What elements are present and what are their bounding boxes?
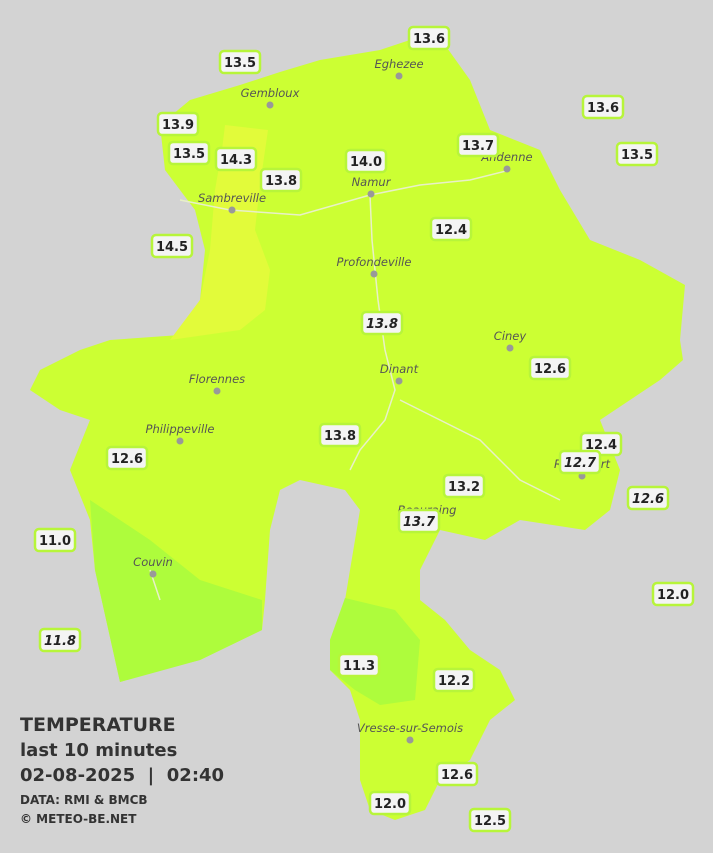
town-dot [213,387,221,395]
town-dot [406,736,414,744]
station-box [214,146,258,172]
station-value: 14.0 [350,155,382,170]
legend-source: DATA: RMI & BMCB [20,793,148,807]
station-box [397,508,441,534]
legend-datetime: 02-08-2025 | 02:40 [20,765,224,786]
station-value: 13.7 [462,139,494,154]
town-dot [228,206,236,214]
station-box [615,141,659,167]
town-label: Dinant [380,362,419,376]
station-value: 13.6 [587,101,619,116]
station-value: 12.0 [657,588,689,603]
station-box [429,216,473,242]
station-box [435,761,479,787]
town-label: Sambreville [198,191,266,205]
station-value: 12.0 [374,797,406,812]
station-box [456,132,500,158]
station-value: 13.8 [366,317,398,332]
town-label: Eghezee [374,57,423,71]
station-value: 13.8 [324,429,356,444]
station-value: 13.6 [413,32,445,47]
legend-title: TEMPERATURE [20,714,176,736]
station-value: 12.6 [534,362,566,377]
cool-zone [330,598,420,705]
station-box [337,652,381,678]
station-value: 12.6 [632,492,664,507]
station-value: 13.2 [448,480,480,495]
station-value: 12.7 [564,456,597,471]
station-value: 12.6 [111,452,143,467]
station-box [581,94,625,120]
station-value: 12.5 [474,814,506,829]
station-box [432,667,476,693]
station-box [360,310,404,336]
legend-subtitle: last 10 minutes [20,740,177,761]
station-box [651,581,695,607]
town-label: Ciney [494,329,527,343]
station-box [156,111,200,137]
town-label: Vresse-sur-Semois [357,721,463,735]
station-box [167,140,211,166]
station-value: 12.4 [585,438,617,453]
station-box [318,422,362,448]
town-label: Namur [352,175,392,189]
station-value: 13.7 [403,515,436,530]
station-box [626,485,670,511]
station-box [218,49,262,75]
station-value: 13.5 [621,148,653,163]
warm-zone [170,125,270,340]
station-value: 12.6 [441,768,473,783]
station-value: 13.9 [162,118,194,133]
town-dot [506,344,514,352]
station-value: 13.5 [224,56,256,71]
legend-credit: © METEO-BE.NET [20,812,137,826]
town-dot [176,437,184,445]
town-dot [367,190,375,198]
town-label: Gembloux [241,86,300,100]
station-box [368,790,412,816]
station-value: 11.8 [44,634,76,649]
station-value: 11.3 [343,659,375,674]
station-box [558,449,602,475]
town-dot [266,101,274,109]
town-label: Couvin [133,555,173,569]
station-box [528,355,572,381]
station-box [468,807,512,833]
town-dot [395,377,403,385]
station-box [407,25,451,51]
town-label: Philippeville [146,422,215,436]
station-box [33,527,77,553]
station-box [442,473,486,499]
station-value: 14.5 [156,240,188,255]
town-label: Profondeville [337,255,412,269]
station-value: 13.5 [173,147,205,162]
town-label: Florennes [189,372,245,386]
station-value: 11.0 [39,534,71,549]
station-value: 13.8 [265,174,297,189]
town-dot [395,72,403,80]
station-box [344,148,388,174]
cool-zone [90,500,262,682]
town-dot [149,570,157,578]
town-dot [370,270,378,278]
town-dot [503,165,511,173]
station-box [38,627,82,653]
station-value: 12.2 [438,674,470,689]
station-box [259,167,303,193]
station-value: 12.4 [435,223,467,238]
station-box [105,445,149,471]
station-box [150,233,194,259]
station-value: 14.3 [220,153,252,168]
